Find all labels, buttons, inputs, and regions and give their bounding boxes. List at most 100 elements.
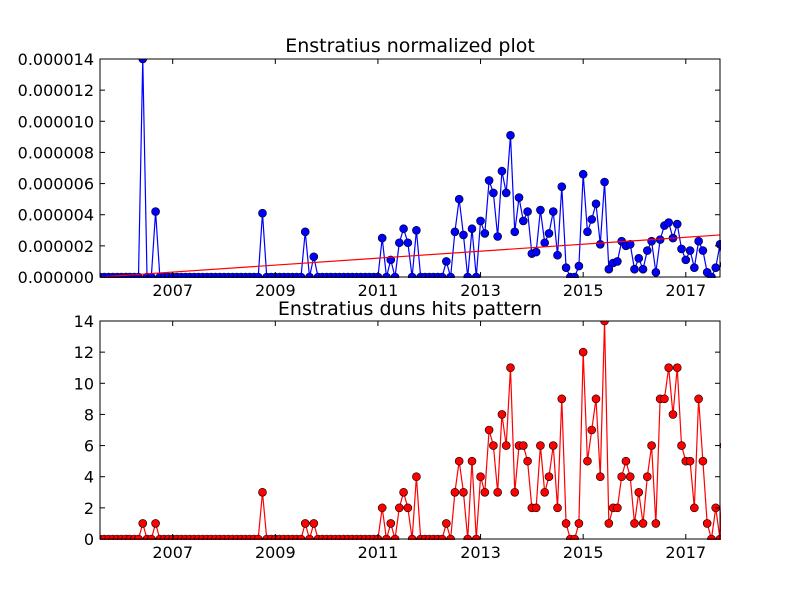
duns-hits-plot-ytick-label-6: 12: [74, 343, 94, 362]
normalized-plot: Enstratius normalized plot 2007 2009 2011 2…: [18, 35, 721, 300]
normalized-plot-point-66: [377, 233, 387, 243]
duns-hits-plot-point-105: [544, 472, 554, 482]
duns-hits-plot-point-125: [630, 519, 639, 528]
normalized-plot-point-139: [690, 263, 699, 272]
normalized-plot-ytick-label-6: 0.000012: [18, 81, 94, 100]
duns-hits-plot-point-124: [625, 472, 635, 482]
duns-hits-plot-point-38: [258, 487, 267, 497]
normalized-plot-point-130: [651, 268, 661, 277]
normalized-plot-point-115: [587, 215, 597, 224]
duns-hits-plot-point-83: [450, 487, 460, 497]
duns-hits-plot-point-68: [386, 519, 396, 528]
normalized-plot-point-100: [523, 207, 532, 216]
duns-hits-plot-xtick-label-4: 2015: [563, 543, 604, 562]
normalized-plot-point-13: [151, 207, 160, 216]
normalized-plot-point-104: [540, 238, 549, 248]
duns-hits-plot-point-135: [672, 363, 682, 373]
duns-hits-plot-point-108: [557, 394, 567, 404]
normalized-plot-point-95: [501, 188, 511, 198]
duns-hits-plot-point-92: [489, 441, 498, 450]
duns-hits-plot-point-89: [476, 472, 485, 482]
normalized-plot-point-97: [510, 227, 520, 237]
duns-hits-plot-point-81: [442, 519, 451, 528]
normalized-plot-ytick-label-1: 0.000002: [18, 237, 94, 256]
duns-hits-plot-point-116: [591, 394, 601, 404]
duns-hits-plot-point-102: [531, 503, 541, 513]
duns-hits-plot-point-103: [536, 441, 545, 450]
normalized-plot-point-128: [643, 246, 652, 255]
duns-hits-plot-xtick-label-0: 2007: [152, 543, 193, 562]
normalized-plot-point-87: [467, 224, 477, 234]
normalized-plot-xtick-label-1: 2009: [255, 281, 296, 300]
duns-hits-plot-point-139: [690, 503, 699, 513]
normalized-plot-xtick-label-2: 2011: [358, 281, 399, 300]
normalized-plot-point-96: [506, 131, 515, 140]
normalized-plot-point-141: [698, 246, 708, 255]
duns-hits-plot-ytick-label-7: 14: [74, 312, 94, 331]
duns-hits-plot-point-117: [595, 472, 605, 482]
duns-hits-plot-point-74: [412, 472, 421, 482]
normalized-plot-point-112: [574, 261, 584, 271]
duns-hits-plot-xtick-label-5: 2017: [665, 543, 706, 562]
normalized-plot-point-105: [544, 229, 554, 238]
duns-hits-plot-ytick-label-4: 8: [84, 405, 94, 424]
duns-hits-plot-point-94: [497, 410, 507, 419]
normalized-plot-point-135: [672, 219, 682, 229]
duns-hits-plot-point-132: [660, 394, 669, 404]
duns-hits-plot-title: Enstratius duns hits pattern: [278, 298, 542, 320]
normalized-plot-point-119: [604, 264, 614, 274]
normalized-plot-xtick-label-4: 2015: [563, 281, 604, 300]
duns-hits-plot-point-109: [561, 519, 571, 528]
duns-hits-plot-point-134: [668, 410, 678, 419]
normalized-plot-point-91: [484, 176, 494, 185]
duns-hits-plot-point-107: [553, 503, 562, 513]
duns-hits-plot-xtick-label-2: 2011: [358, 543, 399, 562]
duns-hits-plot-ytick-label-5: 10: [74, 374, 94, 393]
normalized-plot-point-114: [583, 227, 592, 237]
normalized-plot-point-71: [399, 224, 408, 234]
duns-hits-plot-point-71: [399, 487, 408, 497]
duns-hits-plot-point-84: [454, 456, 464, 466]
normalized-plot-point-118: [600, 177, 609, 187]
duns-hits-plot-ytick-label-1: 2: [84, 499, 94, 518]
normalized-plot-point-83: [450, 227, 460, 237]
normalized-plot-title: Enstratius normalized plot: [285, 35, 535, 57]
normalized-plot-point-108: [557, 182, 567, 191]
duns-hits-plot-frame: [99, 320, 721, 540]
normalized-plot-point-107: [553, 250, 562, 260]
duns-hits-plot-point-104: [540, 487, 549, 497]
duns-hits-plot-point-138: [685, 456, 695, 466]
normalized-plot-point-74: [412, 225, 421, 235]
duns-hits-plot-point-129: [647, 441, 656, 450]
normalized-plot-point-133: [664, 218, 673, 227]
duns-hits-plot-point-136: [677, 441, 686, 450]
duns-hits-plot-point-140: [694, 394, 703, 404]
duns-hits-plot-point-90: [480, 487, 490, 497]
normalized-plot-point-90: [480, 229, 490, 238]
normalized-plot-ytick-label-2: 0.000004: [18, 206, 94, 225]
normalized-plot-point-10: [138, 59, 148, 64]
duns-hits-plot-point-97: [510, 487, 520, 497]
normalized-plot-point-127: [638, 264, 648, 274]
duns-hits-plot-xtick-label-3: 2013: [460, 543, 501, 562]
duns-hits-plot-point-112: [574, 519, 584, 528]
normalized-plot-point-109: [561, 263, 571, 272]
normalized-plot-point-98: [514, 193, 524, 202]
normalized-plot-point-138: [685, 246, 695, 255]
normalized-plot-point-116: [591, 199, 601, 209]
normalized-plot-ytick-label-3: 0.000006: [18, 175, 94, 194]
duns-hits-plot-point-122: [617, 472, 626, 482]
normalized-plot-point-99: [519, 216, 528, 226]
normalized-plot-point-85: [459, 230, 468, 240]
duns-hits-plot-point-141: [698, 456, 708, 466]
duns-hits-plot-point-70: [395, 503, 404, 513]
duns-hits-plot-point-85: [459, 487, 468, 497]
duns-hits-plot-point-127: [638, 519, 648, 528]
normalized-plot-point-137: [681, 255, 691, 265]
normalized-plot-point-48: [300, 227, 310, 237]
duns-hits-plot-point-95: [501, 441, 511, 450]
duns-hits-plot-point-106: [548, 441, 558, 450]
duns-hits-plot-point-123: [621, 456, 631, 466]
duns-hits-plot-point-128: [643, 472, 652, 482]
